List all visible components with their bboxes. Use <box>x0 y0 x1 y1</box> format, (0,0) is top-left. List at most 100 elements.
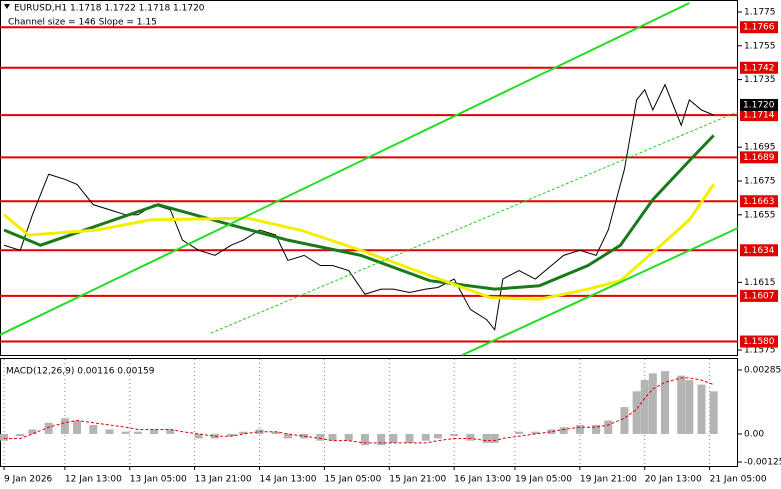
y-tick-label: -0.00125 <box>744 458 781 468</box>
series-line <box>4 377 714 444</box>
y-tick-label: 1.1695 <box>744 143 776 153</box>
series-line <box>3 83 714 331</box>
histogram-bar <box>73 420 82 434</box>
histogram-bar <box>150 429 159 434</box>
y-tick-label: 1.1755 <box>744 41 776 51</box>
level-label: 1.1766 <box>743 23 775 33</box>
level-label-box <box>740 244 778 257</box>
x-tick-label: 12 Jan 13:00 <box>65 475 122 485</box>
x-tick-label: 16 Jan 13:00 <box>454 475 511 485</box>
histogram-bar <box>433 433 442 439</box>
histogram-bar <box>344 433 353 441</box>
histogram-bar <box>60 418 69 434</box>
histogram-bar <box>210 433 219 439</box>
histogram-bar <box>377 433 386 446</box>
histogram-bar <box>133 431 142 434</box>
histogram-bar <box>16 433 25 437</box>
y-tick-label: 1.1655 <box>744 210 776 220</box>
x-tick-label: 15 Jan 05:00 <box>324 475 381 485</box>
histogram-bar <box>389 433 398 443</box>
histogram-bar <box>255 429 264 434</box>
level-label: 1.1580 <box>743 337 775 347</box>
histogram-bar <box>531 431 540 434</box>
x-tick-label: 19 Jan 05:00 <box>515 475 572 485</box>
histogram-bar <box>482 433 491 443</box>
histogram-bar <box>661 371 670 434</box>
y-tick-label: 1.1615 <box>744 278 776 288</box>
histogram-bar <box>604 420 613 434</box>
level-label: 1.1634 <box>743 246 775 256</box>
level-label-box <box>740 61 778 74</box>
histogram-bar <box>405 433 414 443</box>
current-price-label: 1.1720 <box>743 100 775 110</box>
macd-title: MACD(12,26,9) 0.00116 0.00159 <box>6 367 155 377</box>
x-tick-label: 21 Jan 05:00 <box>710 475 767 485</box>
histogram-bar <box>227 433 236 437</box>
histogram-bar <box>648 373 657 434</box>
current-price-box <box>740 98 778 111</box>
histogram-bar <box>697 384 706 434</box>
chart-title: EURUSD,H1 1.1718 1.1722 1.1718 1.1720 <box>14 4 205 14</box>
histogram-bar <box>328 433 337 441</box>
histogram-bar <box>316 433 325 441</box>
x-tick-label: 14 Jan 13:00 <box>260 475 317 485</box>
level-label-box <box>740 109 778 122</box>
level-label: 1.1714 <box>743 111 775 121</box>
histogram-bar <box>575 424 584 434</box>
histogram-bar <box>166 429 175 434</box>
y-tick-label: 1.1735 <box>744 75 776 85</box>
histogram-bar <box>515 431 524 434</box>
histogram-bar <box>44 422 53 434</box>
histogram-bar <box>271 431 280 434</box>
histogram-bar <box>640 380 649 434</box>
level-label-box <box>740 151 778 164</box>
level-label: 1.1689 <box>743 153 775 163</box>
histogram-bar <box>300 433 309 439</box>
histogram-bar <box>360 433 369 446</box>
histogram-bar <box>547 429 556 434</box>
level-label: 1.1607 <box>743 291 775 301</box>
series-line <box>461 227 739 356</box>
level-label: 1.1742 <box>743 63 775 73</box>
histogram-bar <box>592 424 601 434</box>
y-tick-label: 1.1775 <box>744 8 776 18</box>
y-tick-label: 0.00285 <box>744 366 781 376</box>
y-tick-label: 1.1575 <box>744 346 776 356</box>
x-tick-label: 15 Jan 21:00 <box>389 475 446 485</box>
x-tick-label: 13 Jan 21:00 <box>195 475 252 485</box>
symbol-icon <box>4 4 10 9</box>
chart-subtitle: Channel size = 146 Slope = 1.15 <box>8 18 157 28</box>
histogram-bar <box>677 375 686 434</box>
level-label-box <box>740 21 778 34</box>
histogram-bar <box>28 429 37 434</box>
histogram-bar <box>194 433 203 439</box>
level-label-box <box>740 289 778 302</box>
histogram-bar <box>620 407 629 434</box>
histogram-bar <box>559 427 568 434</box>
histogram-bar <box>632 391 641 434</box>
histogram-bar <box>421 433 430 441</box>
y-tick-label: 0.00 <box>744 429 764 439</box>
histogram-bar <box>685 380 694 434</box>
level-label-box <box>740 335 778 348</box>
level-label-box <box>740 195 778 208</box>
x-tick-label: 9 Jan 2026 <box>4 475 52 485</box>
histogram-bar <box>0 433 9 441</box>
level-label: 1.1663 <box>743 197 775 207</box>
series-line <box>0 2 690 336</box>
x-tick-label: 19 Jan 21:00 <box>580 475 637 485</box>
series-line <box>3 183 715 301</box>
histogram-bar <box>283 433 292 439</box>
macd-pane <box>0 358 738 467</box>
x-tick-label: 20 Jan 13:00 <box>645 475 702 485</box>
histogram-bar <box>466 433 475 441</box>
series-line <box>210 111 739 334</box>
histogram-bar <box>450 433 459 437</box>
histogram-bar <box>105 429 114 434</box>
histogram-bar <box>709 391 718 434</box>
series-line <box>3 134 715 291</box>
main-pane <box>0 0 738 356</box>
histogram-bar <box>490 433 499 443</box>
histogram-bar <box>89 424 98 434</box>
